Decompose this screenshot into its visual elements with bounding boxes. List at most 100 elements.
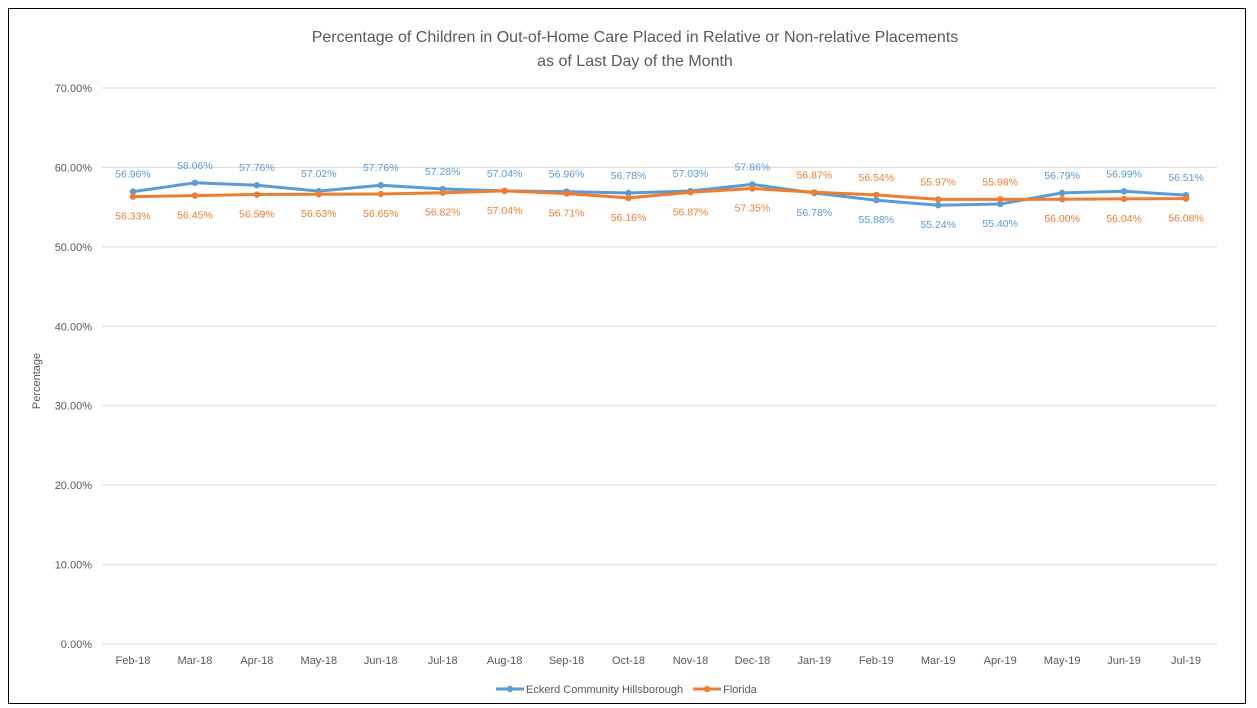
data-label: 55.97% bbox=[920, 176, 956, 188]
data-point bbox=[687, 189, 694, 196]
data-label: 56.08% bbox=[1168, 213, 1204, 225]
gridlines bbox=[102, 87, 1217, 645]
data-point bbox=[996, 200, 1004, 208]
data-label: 56.99% bbox=[1106, 168, 1142, 180]
y-tick-labels: 0.00% 10.00% 20.00% 30.00% 40.00% 50.00% 60.00… bbox=[55, 83, 93, 651]
data-point bbox=[1120, 195, 1128, 203]
legend-marker-1 bbox=[703, 685, 711, 693]
data-label: 58.06% bbox=[177, 160, 213, 172]
data-point bbox=[749, 185, 756, 192]
x-tick-label: Jul-19 bbox=[1171, 655, 1201, 667]
x-tick-label: Sep-18 bbox=[549, 655, 584, 667]
data-point bbox=[625, 189, 632, 197]
data-point bbox=[315, 190, 323, 198]
data-label: 56.87% bbox=[673, 206, 709, 218]
data-label: 55.24% bbox=[920, 219, 956, 231]
x-tick-label: Jun-18 bbox=[364, 655, 398, 667]
data-label: 57.76% bbox=[239, 162, 275, 174]
legend-label-1: Florida bbox=[723, 684, 758, 696]
data-label: 57.02% bbox=[301, 168, 337, 180]
y-axis-title: Percentage bbox=[31, 353, 43, 409]
x-tick-labels: Feb-18 Mar-18 Apr-18 May-18 Jun-18 Jul-18 Aug-… bbox=[116, 655, 1201, 667]
y-tick-label: 60.00% bbox=[55, 162, 93, 174]
data-point bbox=[935, 202, 942, 209]
x-tick-label: Jan-19 bbox=[798, 655, 832, 667]
data-point bbox=[439, 189, 446, 196]
data-label: 56.54% bbox=[858, 172, 894, 184]
y-tick-label: 20.00% bbox=[55, 480, 93, 492]
data-label: 56.51% bbox=[1168, 172, 1204, 184]
y-tick-label: 70.00% bbox=[55, 83, 93, 95]
legend-label-0: Eckerd Community Hillsborough bbox=[526, 684, 683, 696]
data-point bbox=[873, 191, 880, 199]
data-label: 55.40% bbox=[982, 218, 1018, 230]
data-point bbox=[129, 188, 137, 195]
data-label: 56.45% bbox=[177, 210, 213, 222]
data-point bbox=[811, 189, 818, 196]
x-tick-label: Feb-19 bbox=[859, 655, 894, 667]
data-point bbox=[563, 190, 570, 197]
series-line-0 bbox=[132, 181, 1187, 207]
chart-title-line-2: as of Last Day of the Month bbox=[537, 53, 733, 70]
data-label: 56.65% bbox=[363, 208, 399, 220]
x-tick-label: Jun-19 bbox=[1107, 655, 1141, 667]
chart-frame: Percentage of Children in Out-of-Home Ca… bbox=[8, 8, 1246, 704]
x-tick-label: Apr-18 bbox=[240, 655, 273, 667]
x-tick-label: Jul-18 bbox=[428, 655, 458, 667]
x-tick-label: Oct-18 bbox=[612, 655, 645, 667]
data-point bbox=[129, 193, 137, 200]
y-tick-label: 40.00% bbox=[55, 321, 93, 333]
data-label: 56.71% bbox=[549, 208, 585, 220]
data-point bbox=[1182, 195, 1190, 202]
data-label: 56.96% bbox=[115, 169, 151, 181]
x-tick-label: Nov-18 bbox=[673, 655, 708, 667]
data-label: 56.33% bbox=[115, 211, 151, 223]
data-point bbox=[191, 192, 199, 199]
x-tick-label: Mar-18 bbox=[177, 655, 212, 667]
data-point bbox=[1058, 189, 1066, 197]
data-point bbox=[1120, 188, 1128, 195]
data-point bbox=[377, 190, 384, 198]
x-tick-label: May-19 bbox=[1044, 655, 1081, 667]
data-label: 56.04% bbox=[1106, 213, 1142, 225]
data-label: 57.35% bbox=[735, 202, 771, 214]
chart-svg: Percentage of Children in Out-of-Home Ca… bbox=[31, 29, 1217, 696]
data-point bbox=[1058, 196, 1066, 203]
data-label: 55.88% bbox=[858, 214, 894, 226]
x-tick-label: Apr-19 bbox=[984, 655, 1017, 667]
data-label: 56.63% bbox=[301, 208, 337, 220]
x-tick-label: May-18 bbox=[300, 655, 337, 667]
legend: Eckerd Community Hillsborough Florida bbox=[496, 684, 758, 696]
x-tick-label: Aug-18 bbox=[487, 655, 522, 667]
data-label: 56.82% bbox=[425, 207, 461, 219]
data-point bbox=[253, 182, 261, 189]
data-labels: 56.96% 58.06% 57.76% 57.02% 57.76% 57.28% 57.0… bbox=[115, 160, 1204, 231]
chart-title-line-1: Percentage of Children in Out-of-Home Ca… bbox=[312, 29, 959, 46]
data-label: 56.79% bbox=[1044, 170, 1080, 182]
data-label: 56.59% bbox=[239, 209, 275, 221]
series-lines bbox=[129, 179, 1190, 209]
data-label: 55.98% bbox=[982, 176, 1018, 188]
x-tick-label: Feb-18 bbox=[116, 655, 151, 667]
data-label: 56.78% bbox=[611, 170, 647, 182]
data-label: 57.03% bbox=[673, 168, 709, 180]
y-tick-label: 50.00% bbox=[55, 242, 93, 254]
y-tick-label: 0.00% bbox=[61, 639, 92, 651]
data-point bbox=[191, 179, 199, 187]
data-point bbox=[873, 196, 880, 204]
data-label: 56.16% bbox=[611, 212, 647, 224]
data-label: 56.78% bbox=[797, 207, 833, 219]
data-point bbox=[377, 182, 384, 189]
data-point bbox=[996, 196, 1004, 203]
data-point bbox=[501, 187, 508, 195]
series-line-1 bbox=[132, 187, 1187, 201]
x-tick-label: Mar-19 bbox=[921, 655, 956, 667]
data-label: 57.28% bbox=[425, 166, 461, 178]
data-label: 57.86% bbox=[735, 161, 771, 173]
data-label: 57.04% bbox=[487, 205, 523, 217]
data-point bbox=[253, 191, 261, 198]
data-label: 57.76% bbox=[363, 162, 399, 174]
legend-marker-0 bbox=[506, 685, 514, 693]
data-label: 57.04% bbox=[487, 168, 523, 180]
y-tick-label: 30.00% bbox=[55, 401, 93, 413]
